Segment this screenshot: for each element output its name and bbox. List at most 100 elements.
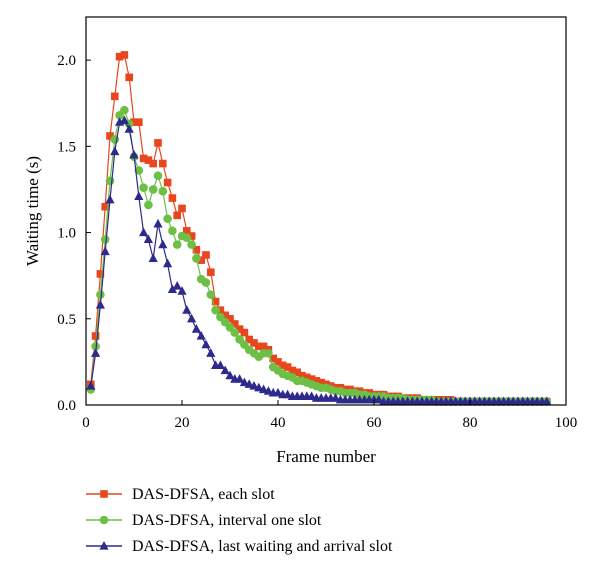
y-tick-label: 2.0 — [57, 53, 76, 69]
data-point-triangle — [191, 324, 201, 333]
legend-item-square: DAS-DFSA, each slot — [86, 486, 275, 503]
data-point-triangle — [139, 227, 149, 237]
data-point-triangle — [235, 374, 245, 383]
data-point-square — [211, 297, 220, 306]
data-point-circle — [211, 305, 220, 315]
data-point-square — [255, 342, 263, 351]
data-point-square — [130, 118, 138, 126]
data-point-circle — [100, 235, 110, 244]
plot-axes — [85, 16, 567, 406]
data-point-triangle — [225, 370, 235, 380]
data-point-square — [178, 204, 186, 213]
data-point-triangle — [187, 313, 197, 323]
data-point-triangle — [542, 396, 552, 406]
data-point-triangle — [134, 191, 144, 200]
data-point-square — [250, 339, 258, 347]
plot-frame — [85, 16, 567, 406]
data-point-square — [135, 118, 143, 126]
data-point-circle — [144, 200, 153, 210]
y-tick-label: 1.5 — [57, 139, 76, 155]
data-point-circle — [206, 290, 216, 299]
data-point-circle — [182, 233, 192, 243]
data-point-square — [197, 256, 205, 264]
data-point-square — [207, 268, 215, 277]
data-point-triangle — [177, 286, 187, 295]
x-tick-label: 0 — [82, 415, 90, 431]
x-tick-label: 20 — [175, 415, 190, 431]
data-point-triangle — [148, 253, 158, 263]
x-tick-label: 100 — [555, 415, 578, 431]
data-point-square — [144, 156, 153, 164]
data-point-circle — [91, 342, 100, 351]
data-point-triangle — [206, 348, 216, 357]
data-point-square — [293, 368, 301, 377]
data-point-circle — [163, 214, 172, 224]
data-point-triangle — [91, 348, 101, 357]
data-point-square — [279, 361, 287, 370]
data-point-square — [168, 194, 177, 202]
x-tick-label: 80 — [463, 415, 478, 431]
data-point-triangle — [95, 299, 105, 309]
series-line-circle — [90, 108, 547, 403]
data-point-circle — [153, 171, 163, 180]
data-point-square — [149, 159, 157, 168]
data-point-square — [303, 373, 311, 382]
data-point-square — [245, 335, 253, 344]
data-point-square — [231, 320, 239, 328]
data-point-triangle — [163, 258, 173, 268]
data-point-square — [216, 306, 225, 314]
data-point-square — [139, 154, 148, 163]
data-point-square — [115, 52, 124, 61]
legend: DAS-DFSA, each slot DAS-DFSA, interval on… — [86, 486, 393, 555]
x-tick-label: 40 — [271, 415, 286, 431]
data-point-square — [283, 363, 292, 371]
data-point-triangle — [105, 194, 115, 204]
data-point-square — [240, 328, 249, 337]
data-point-triangle — [86, 381, 96, 390]
data-point-circle — [187, 240, 196, 249]
data-point-circle — [230, 328, 240, 337]
series-triangle — [86, 115, 552, 406]
data-point-square — [202, 251, 210, 259]
data-point-square — [221, 311, 229, 320]
series-square — [87, 51, 551, 406]
data-point-triangle — [129, 149, 139, 159]
y-axis-title: Waiting time (s) — [23, 156, 42, 266]
data-point-triangle — [167, 284, 177, 294]
legend-item-circle: DAS-DFSA, interval one slot — [86, 512, 322, 529]
legend-marker-square — [100, 490, 108, 498]
data-point-square — [187, 232, 196, 240]
y-ticks: 0.0 0.5 1.0 1.5 2.0 — [57, 53, 91, 414]
data-point-square — [183, 227, 191, 235]
data-point-square — [312, 377, 321, 385]
data-point-square — [91, 332, 100, 340]
data-point-triangle — [220, 365, 230, 375]
data-point-square — [96, 270, 105, 278]
data-point-triangle — [124, 124, 134, 133]
x-tick-label: 60 — [367, 415, 382, 431]
data-point-square — [159, 159, 167, 168]
data-point-triangle — [172, 281, 182, 290]
data-point-triangle — [153, 218, 163, 228]
y-tick-label: 0.5 — [57, 312, 76, 328]
data-point-square — [163, 178, 172, 187]
data-point-triangle — [158, 239, 168, 249]
data-point-square — [173, 211, 181, 220]
data-point-triangle — [119, 115, 129, 125]
data-point-square — [111, 92, 119, 101]
data-point-square — [192, 246, 201, 254]
data-point-square — [106, 132, 114, 140]
data-point-square — [259, 342, 268, 351]
data-point-circle — [172, 240, 182, 249]
data-point-triangle — [215, 360, 225, 369]
data-point-triangle — [196, 331, 206, 340]
data-point-square — [235, 325, 244, 333]
y-tick-label: 0.0 — [57, 398, 76, 414]
data-point-circle — [264, 348, 273, 358]
data-point-circle — [168, 226, 177, 236]
data-point-circle — [120, 105, 129, 115]
x-axis-title: Frame number — [276, 447, 376, 466]
data-point-triangle — [201, 339, 211, 349]
legend-marker-circle — [99, 515, 109, 525]
